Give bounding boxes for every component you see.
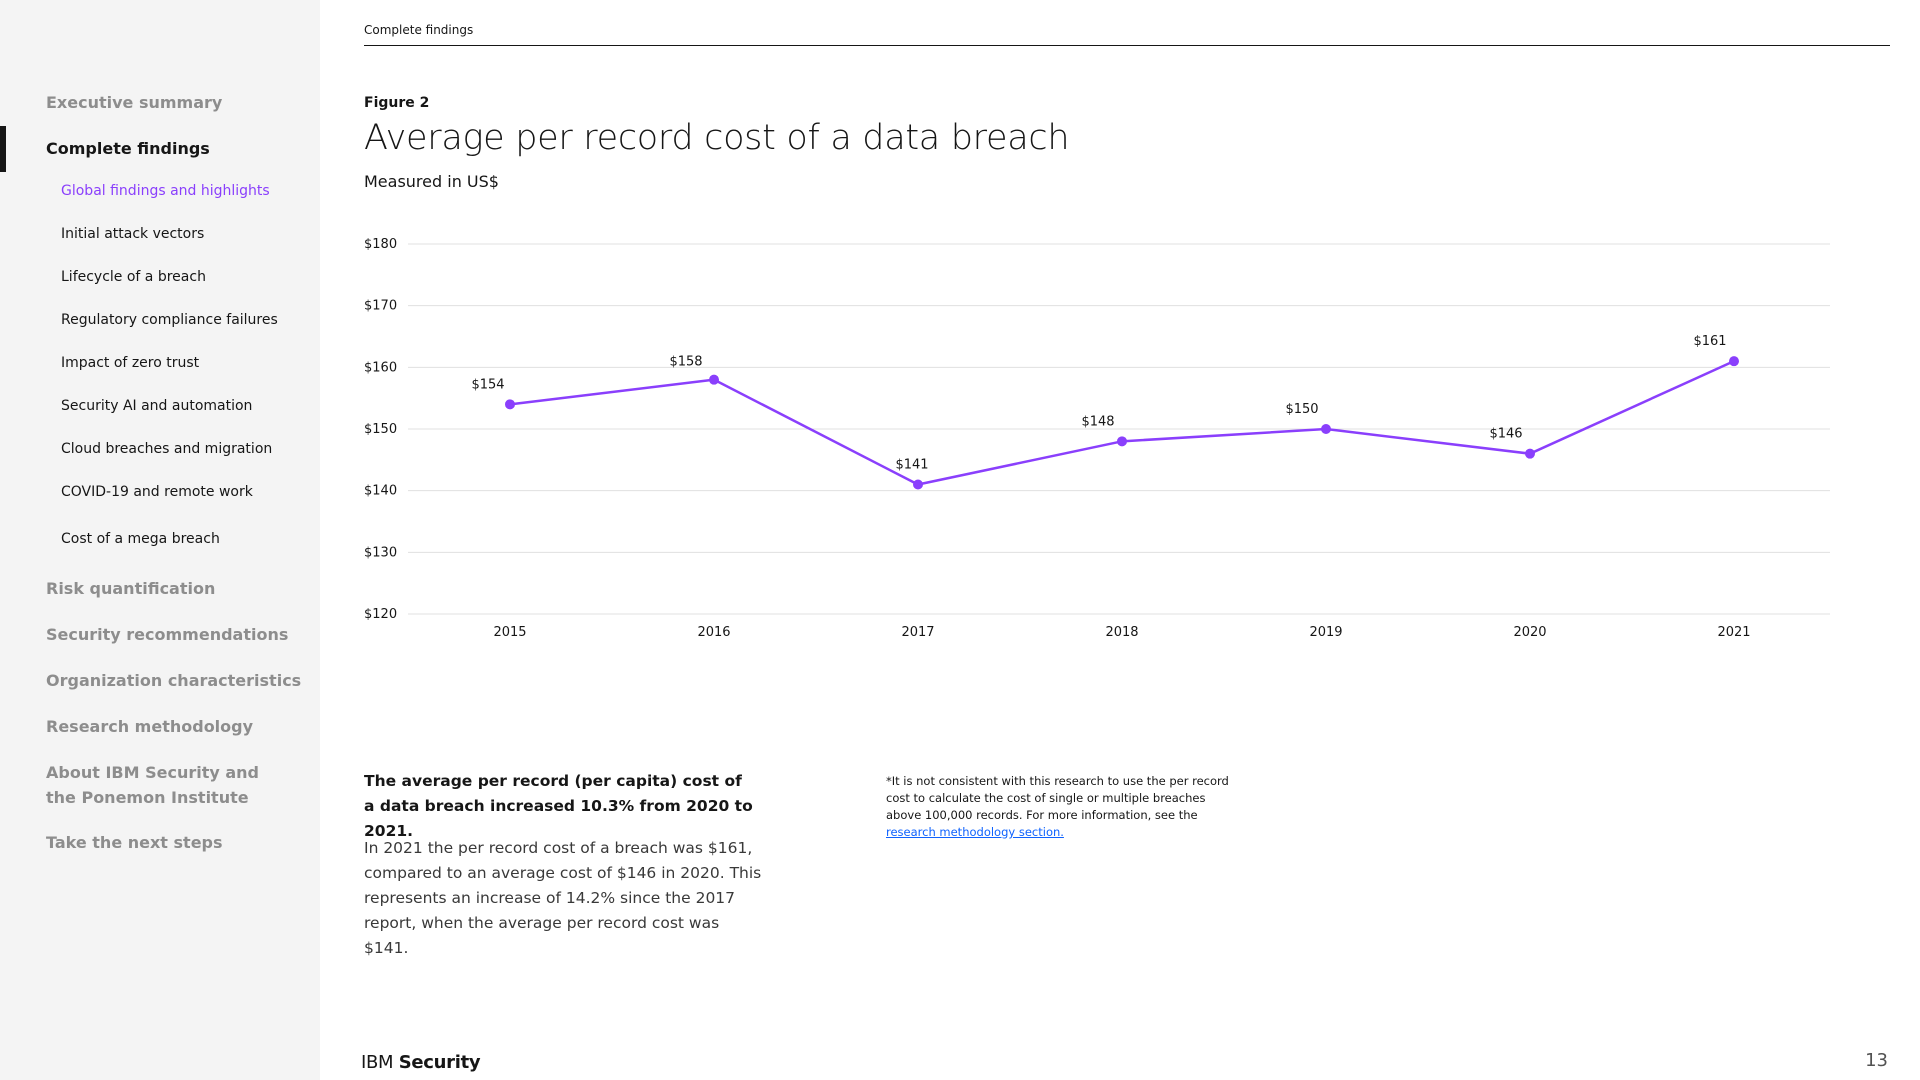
data-label: $150	[1285, 402, 1318, 417]
line-chart: $120 $130 $140 $150 $160 $170 $180 2015 2016 2017…	[364, 237, 1830, 640]
data-point	[505, 399, 515, 410]
y-tick-label: $180	[364, 237, 397, 252]
data-label: $154	[471, 377, 504, 392]
nav-executive-summary[interactable]: Executive summary	[46, 93, 223, 112]
research-methodology-link[interactable]: research methodology section.	[886, 825, 1064, 839]
data-label: $148	[1081, 414, 1114, 429]
x-tick-label: 2015	[493, 625, 526, 640]
figure-label: Figure 2	[364, 95, 430, 111]
data-point	[1525, 448, 1535, 459]
nav-next-steps[interactable]: Take the next steps	[46, 833, 223, 852]
nav-about-ibm[interactable]: About IBM Security and the Ponemon Insti…	[46, 763, 259, 807]
brand-ibm: IBM	[361, 1052, 394, 1073]
data-point	[913, 479, 923, 490]
footnote: *It is not consistent with this research…	[886, 773, 1236, 841]
figure-subtitle: Measured in US$	[364, 172, 499, 191]
figure-title: Average per record cost of a data breach	[364, 118, 1070, 158]
body-paragraph: In 2021 the per record cost of a breach …	[364, 839, 762, 957]
ibm-security-logo: IBM Security	[361, 1052, 481, 1073]
series-line	[509, 360, 1735, 486]
data-label: $146	[1489, 427, 1522, 442]
subnav-lifecycle[interactable]: Lifecycle of a breach	[61, 269, 206, 285]
x-tick-label: 2016	[697, 625, 730, 640]
y-tick-label: $130	[364, 545, 397, 560]
subnav-mega-breach[interactable]: Cost of a mega breach	[61, 531, 220, 547]
data-label: $141	[895, 458, 928, 473]
x-tick-label: 2020	[1513, 625, 1546, 640]
nav-security-recommendations[interactable]: Security recommendations	[46, 625, 289, 644]
y-tick-label: $170	[364, 299, 397, 314]
footnote-text: *It is not consistent with this research…	[886, 774, 1229, 822]
lead-paragraph: The average per record (per capita) cost…	[364, 772, 753, 840]
subnav-cloud-breaches[interactable]: Cloud breaches and migration	[61, 441, 273, 457]
x-tick-label: 2018	[1105, 625, 1138, 640]
nav-organization-characteristics[interactable]: Organization characteristics	[46, 671, 302, 690]
brand-security: Security	[398, 1052, 481, 1073]
section-label: Complete findings	[364, 23, 474, 37]
data-point	[709, 374, 719, 385]
active-indicator	[0, 126, 6, 172]
y-tick-label: $160	[364, 360, 397, 375]
nav-complete-findings[interactable]: Complete findings	[46, 139, 210, 158]
subnav-covid-remote[interactable]: COVID-19 and remote work	[61, 484, 253, 500]
data-label: $158	[669, 355, 702, 370]
header-divider	[364, 45, 1890, 46]
y-tick-label: $120	[364, 607, 397, 622]
data-point	[1321, 424, 1331, 434]
nav-research-methodology[interactable]: Research methodology	[46, 717, 254, 736]
x-tick-label: 2017	[901, 625, 934, 640]
subnav-zero-trust[interactable]: Impact of zero trust	[61, 355, 200, 371]
subnav-security-ai[interactable]: Security AI and automation	[61, 398, 253, 414]
y-tick-label: $150	[364, 422, 397, 437]
data-label: $161	[1693, 334, 1726, 349]
data-point	[1117, 436, 1127, 447]
page-number: 13	[1865, 1050, 1888, 1071]
subnav-global-findings[interactable]: Global findings and highlights	[61, 183, 270, 199]
data-point	[1729, 356, 1739, 367]
subnav-initial-attack-vectors[interactable]: Initial attack vectors	[61, 226, 205, 242]
y-tick-label: $140	[364, 484, 397, 499]
x-tick-label: 2021	[1717, 625, 1750, 640]
subnav-regulatory[interactable]: Regulatory compliance failures	[61, 312, 278, 328]
nav-risk-quantification[interactable]: Risk quantification	[46, 579, 216, 598]
x-tick-label: 2019	[1309, 625, 1342, 640]
sidebar: Executive summary Complete findings Glob…	[0, 0, 320, 1080]
